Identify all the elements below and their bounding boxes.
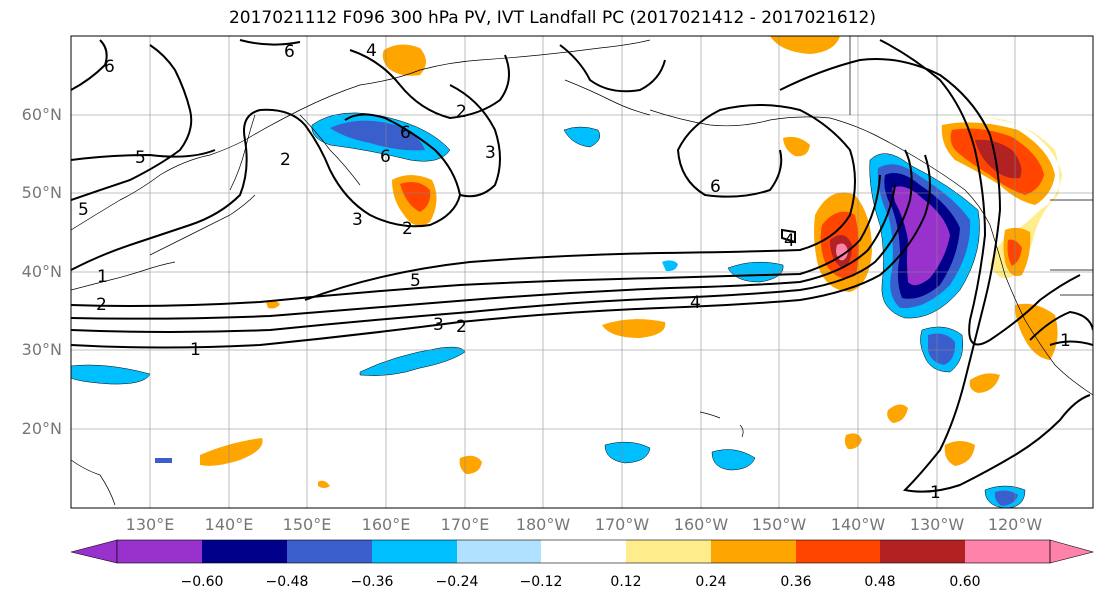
- lon-label: 130°W: [909, 515, 965, 534]
- contour-label: 2: [456, 317, 467, 337]
- contour-label: 2: [96, 295, 107, 315]
- figure-title: 2017021112 F096 300 hPa PV, IVT Landfall…: [228, 8, 876, 28]
- contour-label: 3: [485, 143, 496, 163]
- contour-label: 4: [690, 293, 701, 313]
- colorbar-tick: −0.12: [519, 574, 563, 590]
- colorbar-frame: [116, 539, 1051, 564]
- contour-label: 2: [456, 102, 467, 122]
- lon-label: 180°W: [515, 515, 571, 534]
- lat-label: 40°N: [21, 262, 62, 281]
- contour-label: 6: [400, 123, 411, 143]
- colorbar-tick: 0.60: [949, 574, 981, 590]
- contour-label: 6: [104, 57, 115, 77]
- contour-label: 6: [284, 42, 295, 62]
- contour-label: 5: [78, 200, 89, 220]
- lon-label: 160°W: [673, 515, 729, 534]
- lon-label: 150°E: [282, 515, 332, 534]
- lon-label: 120°W: [987, 515, 1043, 534]
- contour-label: 5: [135, 148, 146, 168]
- colorbar-tick: −0.24: [435, 574, 479, 590]
- colorbar-swatch: [372, 540, 457, 563]
- map-frame: [70, 35, 1094, 509]
- coastlines: [71, 36, 1093, 506]
- colorbar-tick: −0.60: [180, 574, 224, 590]
- pv-contours: [71, 39, 1093, 493]
- contour-label: 4: [366, 41, 377, 61]
- lat-label: 50°N: [21, 183, 62, 202]
- lon-label: 150°W: [751, 515, 807, 534]
- colorbar-swatch: [880, 540, 965, 563]
- colorbar-swatch: [711, 540, 796, 563]
- contour-label: 3: [352, 210, 363, 230]
- lon-label: 130°E: [125, 515, 175, 534]
- colorbar-tick: 0.48: [864, 574, 896, 590]
- contour-label: 1: [1060, 331, 1071, 351]
- colorbar-swatch: [626, 540, 711, 563]
- colorbar-tick: 0.12: [610, 574, 642, 590]
- lon-label: 160°E: [361, 515, 411, 534]
- contour-label: 2: [402, 219, 413, 239]
- lon-label: 170°W: [594, 515, 650, 534]
- colorbar-swatch: [117, 540, 202, 563]
- contour-label: 3: [433, 315, 444, 335]
- colorbar-swatch: [541, 540, 626, 563]
- contour-label: 6: [710, 177, 721, 197]
- colorbar-tick: −0.36: [350, 574, 394, 590]
- colorbar-swatch: [202, 540, 287, 563]
- lon-label: 140°W: [830, 515, 886, 534]
- contour-label: 4: [784, 231, 795, 251]
- contour-label: 1: [190, 340, 201, 360]
- colorbar-tick: −0.48: [265, 574, 309, 590]
- contour-labels: 6 6 4 5 5 2 1 2 1 6 6 3 3 2 2 5 4 3 2 1 …: [78, 41, 1071, 503]
- lat-label: 20°N: [21, 419, 62, 438]
- lat-label: 30°N: [21, 340, 62, 359]
- contour-label: 1: [930, 483, 941, 503]
- lon-label: 170°E: [440, 515, 490, 534]
- colorbar-tick: 0.36: [780, 574, 812, 590]
- colorbar-swatch: [796, 540, 880, 563]
- colorbar-swatch: [457, 540, 541, 563]
- colorbar-low-arrow: [70, 539, 118, 564]
- lon-label: 140°E: [204, 515, 254, 534]
- contour-label: 6: [380, 147, 391, 167]
- colorbar-tick: 0.24: [695, 574, 727, 590]
- graticule: [71, 36, 1093, 508]
- colorbar-high-arrow: [1049, 539, 1095, 564]
- colorbar-swatch: [965, 540, 1050, 563]
- colorbar: [70, 539, 1095, 564]
- colorbar-swatch: [287, 540, 372, 563]
- contour-label: 2: [280, 150, 291, 170]
- contour-label: 1: [97, 267, 108, 287]
- lat-label: 60°N: [21, 105, 62, 124]
- contour-label: 5: [410, 271, 421, 291]
